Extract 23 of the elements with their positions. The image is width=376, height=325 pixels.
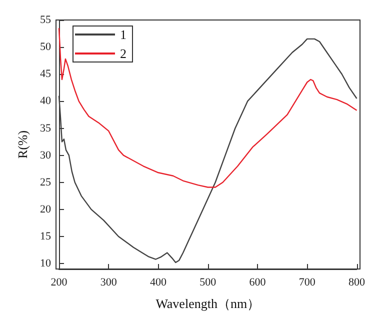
x-tick-label: 800 — [348, 276, 366, 288]
x-tick-label: 600 — [249, 276, 266, 288]
y-tick-label: 40 — [40, 95, 52, 108]
y-tick-label: 20 — [40, 203, 52, 216]
y-tick-label: 30 — [40, 149, 52, 162]
y-tick-label: 10 — [40, 258, 52, 270]
x-tick-label: 700 — [298, 276, 316, 288]
y-tick-label: 55 — [40, 14, 52, 26]
legend-label: 2 — [120, 46, 126, 61]
y-tick-label: 25 — [40, 176, 52, 188]
line-series — [58, 38, 358, 264]
line-series — [58, 28, 358, 188]
x-tick-label: 200 — [50, 276, 68, 288]
x-tick-label: 300 — [100, 276, 118, 288]
legend-label: 1 — [120, 27, 126, 42]
y-tick-label: 15 — [40, 230, 52, 243]
y-tick-label: 45 — [40, 68, 52, 80]
x-tick-label: 500 — [200, 276, 217, 288]
y-tick-label: 50 — [40, 41, 52, 54]
y-axis-title: R(%) — [15, 130, 30, 159]
x-axis-title: Wavelength（nm） — [156, 296, 260, 311]
x-tick-label: 400 — [150, 276, 167, 288]
y-tick-label: 35 — [40, 122, 52, 134]
